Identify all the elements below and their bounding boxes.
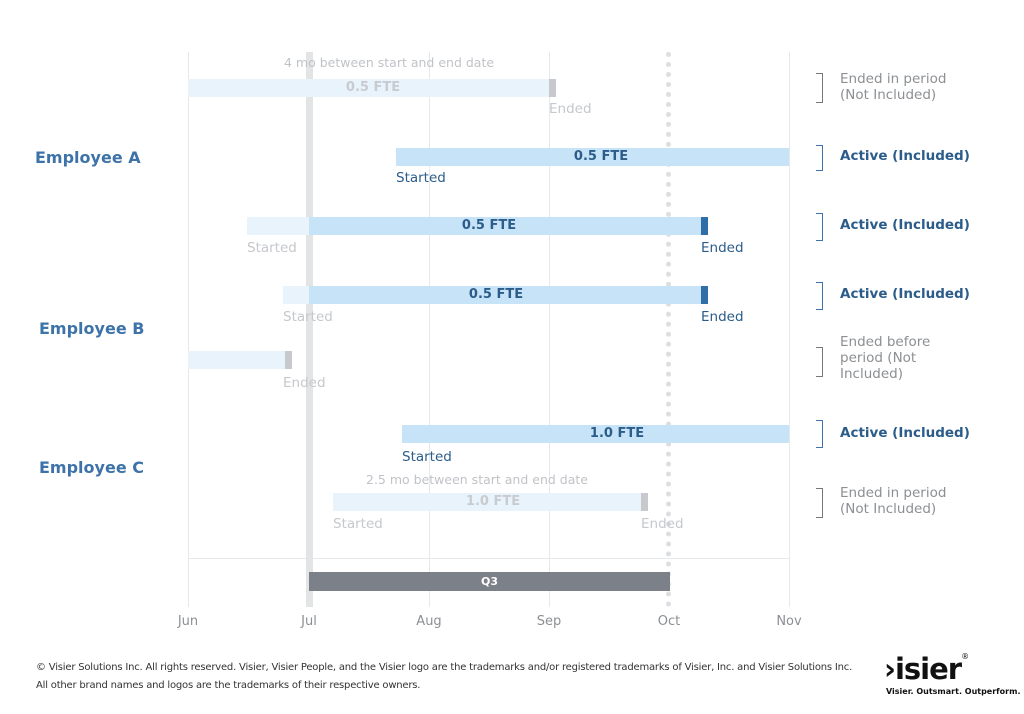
employee-a-label: Employee A: [35, 148, 141, 167]
row1-bar: [396, 148, 789, 166]
footer-trademarks: All other brand names and logos are the …: [36, 680, 421, 691]
row2-start-label: Started: [247, 240, 297, 256]
row0-end-marker: [549, 79, 556, 97]
row5-fte: 1.0 FTE: [589, 426, 645, 441]
row3-end-marker: [701, 286, 708, 304]
tick-jul: Jul: [301, 614, 317, 629]
logo-tagline: Visier. Outsmart. Outperform.: [886, 687, 1021, 696]
row2-status: Active (Included): [840, 217, 970, 233]
visier-logo: ›isier®: [884, 652, 969, 686]
row6-bracket: [816, 488, 823, 518]
gridline-jun: [188, 52, 189, 607]
row1-start-label: Started: [396, 170, 446, 186]
row4-end-marker: [285, 351, 292, 369]
tick-oct: Oct: [657, 614, 681, 629]
employee-c-label: Employee C: [39, 458, 144, 477]
axis-baseline: [188, 558, 790, 559]
row0-end-label: Ended: [549, 101, 592, 117]
row2-fte: 0.5 FTE: [461, 218, 517, 233]
gridline-nov: [789, 52, 790, 607]
row2-end-marker: [701, 217, 708, 235]
row3-status: Active (Included): [840, 286, 970, 302]
row5-status: Active (Included): [840, 425, 970, 441]
row3-fte: 0.5 FTE: [468, 287, 524, 302]
row4-bracket: [816, 347, 823, 377]
gridline-aug: [429, 52, 430, 607]
q3-period-bar: Q3: [309, 572, 670, 591]
row6-start-label: Started: [333, 516, 383, 532]
row4-end-label: Ended: [283, 375, 326, 391]
row5-start-label: Started: [402, 449, 452, 465]
row1-bracket: [816, 145, 823, 171]
row0-bar: [188, 79, 549, 97]
row6-end-label: Ended: [641, 516, 684, 532]
row3-start-label: Started: [283, 309, 333, 325]
row6-end-marker: [641, 493, 648, 511]
row2-end-label: Ended: [701, 240, 744, 256]
row6-fte: 1.0 FTE: [465, 494, 521, 509]
tick-jun: Jun: [177, 614, 199, 629]
tick-sep: Sep: [536, 614, 562, 629]
row3-end-label: Ended: [701, 309, 744, 325]
row5-bracket: [816, 420, 823, 448]
row0-status: Ended in period (Not Included): [840, 71, 947, 103]
row3-bar: [309, 286, 701, 304]
row6-note: 2.5 mo between start and end date: [366, 472, 588, 487]
employee-b-label: Employee B: [39, 319, 145, 338]
row2-bracket: [816, 213, 823, 241]
footer-copyright: © Visier Solutions Inc. All rights reser…: [36, 662, 853, 673]
row6-bar: [333, 493, 641, 511]
row0-bracket: [816, 73, 823, 103]
row2-bar: [309, 217, 701, 235]
tick-aug: Aug: [416, 614, 442, 629]
row4-status: Ended before period (Not Included): [840, 334, 931, 382]
row0-fte: 0.5 FTE: [345, 80, 401, 95]
row6-status: Ended in period (Not Included): [840, 485, 947, 517]
period-start-line: [306, 52, 313, 607]
row1-status: Active (Included): [840, 148, 970, 164]
row0-note: 4 mo between start and end date: [284, 55, 495, 70]
period-end-line: [666, 52, 671, 607]
row2-bar-before: [247, 217, 309, 235]
row5-bar: [402, 425, 789, 443]
gridline-sep: [549, 52, 550, 607]
row4-bar: [188, 351, 285, 369]
row1-fte: 0.5 FTE: [573, 149, 629, 164]
tick-nov: Nov: [776, 614, 802, 629]
row3-bracket: [816, 282, 823, 310]
row3-bar-before: [283, 286, 309, 304]
